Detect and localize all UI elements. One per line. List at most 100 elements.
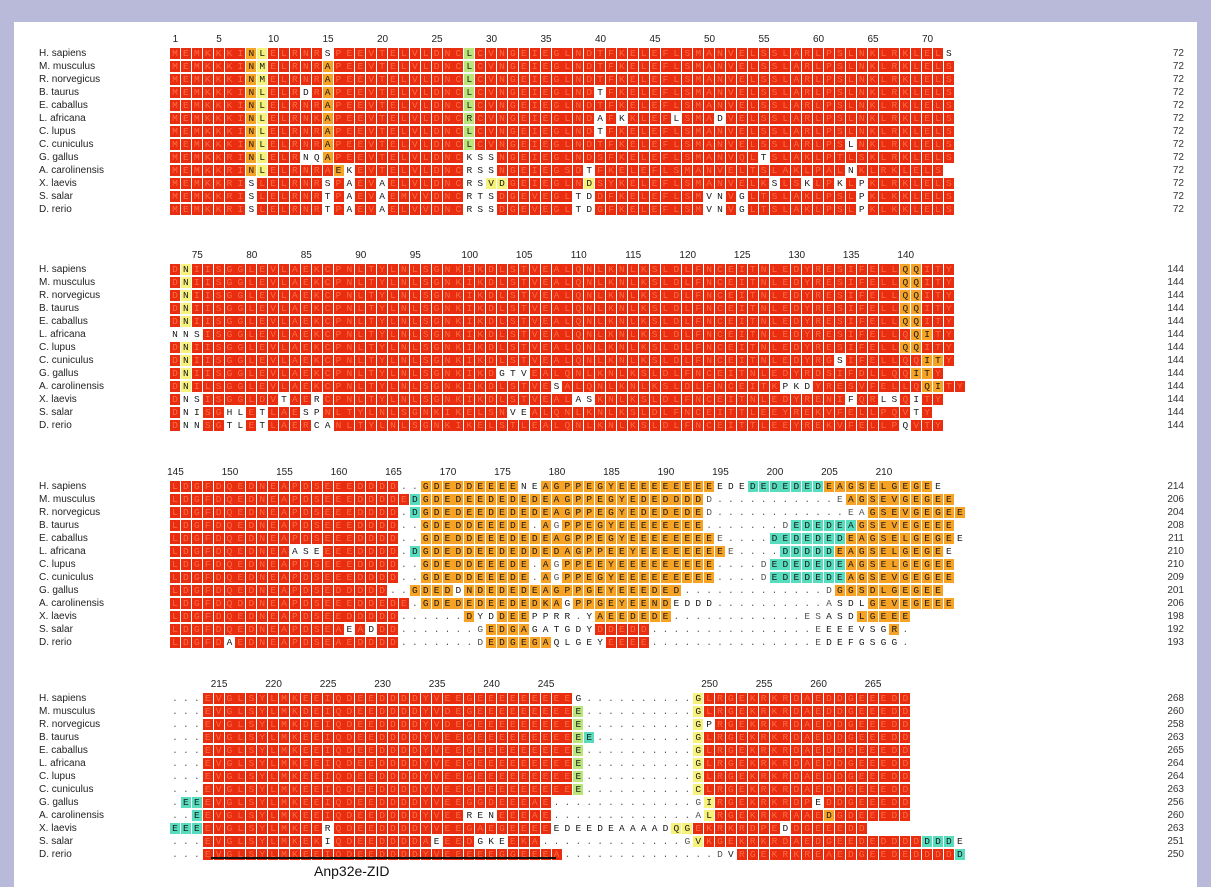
- residue-cell: L: [911, 87, 922, 98]
- gap-cell: .: [170, 745, 180, 756]
- alignment-row: S. salar... E V G L S Y L M K E K I Q D E E D D D D A E E E D G K E E…: [14, 836, 1197, 847]
- residue-cell: Q: [224, 507, 235, 518]
- residue-cell: M: [191, 61, 202, 72]
- residue-cell: P: [573, 585, 584, 596]
- residue-cell: S: [311, 507, 322, 518]
- residue-cell: A: [279, 611, 289, 622]
- residue-cell: N: [616, 316, 627, 327]
- residue-cell: A: [279, 407, 289, 418]
- residue-cell: D: [180, 598, 191, 609]
- residue-cell: Q: [333, 810, 344, 821]
- residue-cell: S: [420, 355, 431, 366]
- residue-cell: D: [464, 481, 475, 492]
- residue-cell: F: [202, 585, 213, 596]
- gap-cell: .: [551, 810, 562, 821]
- residue-cell: S: [213, 290, 224, 301]
- residue-cell: E: [867, 745, 878, 756]
- residue-cell: I: [529, 87, 540, 98]
- residue-cell: E: [715, 533, 725, 544]
- residue-cell: K: [224, 61, 235, 72]
- residue-cell: E: [529, 771, 540, 782]
- gap-cell: .: [725, 507, 736, 518]
- residue-cell: N: [497, 48, 507, 59]
- residue-cell: T: [366, 316, 377, 327]
- residue-cell: T: [518, 381, 529, 392]
- residue-cell: E: [518, 706, 529, 717]
- residue-cell: S: [682, 100, 693, 111]
- residue-cell: D: [497, 546, 507, 557]
- gap-cell: .: [606, 797, 616, 808]
- gap-cell: .: [398, 637, 409, 648]
- residue-cell: L: [257, 152, 268, 163]
- residue-cell: E: [813, 394, 824, 405]
- residue-cell: E: [649, 559, 660, 570]
- residue-cell: A: [824, 611, 834, 622]
- residue-cell: G: [420, 494, 431, 505]
- residue-cell: Y: [377, 316, 388, 327]
- residue-cell: P: [573, 598, 584, 609]
- residue-cell: D: [300, 611, 311, 622]
- residue-cell: K: [202, 152, 213, 163]
- residue-cell: N: [497, 165, 507, 176]
- residue-cell: Q: [224, 533, 235, 544]
- sequence-length: 263: [1167, 732, 1184, 743]
- residue-cell: L: [682, 303, 693, 314]
- residue-cell: E: [355, 836, 366, 847]
- residue-cell: E: [300, 342, 311, 353]
- species-label: A. carolinensis: [39, 165, 105, 176]
- residue-cell: K: [224, 113, 235, 124]
- residue-cell: E: [540, 329, 551, 340]
- residue-cell: D: [300, 87, 311, 98]
- gap-cell: .: [758, 624, 769, 635]
- residue-cell: M: [191, 165, 202, 176]
- residue-cell: K: [311, 316, 322, 327]
- residue-cell: D: [791, 546, 802, 557]
- residue-cell: P: [562, 585, 573, 596]
- residue-cell: F: [660, 178, 671, 189]
- residue-cell: K: [769, 771, 780, 782]
- gap-cell: .: [573, 611, 584, 622]
- residue-cell: S: [420, 329, 431, 340]
- residue-cell: E: [704, 481, 715, 492]
- residue-cell: A: [704, 152, 715, 163]
- residue-cell: L: [279, 355, 289, 366]
- gap-cell: .: [747, 507, 758, 518]
- residue-cell: E: [595, 494, 606, 505]
- residue-cell: E: [507, 585, 518, 596]
- residue-cell: E: [268, 204, 279, 215]
- residue-cell: T: [366, 277, 377, 288]
- gap-cell: .: [725, 637, 736, 648]
- gap-cell: .: [606, 810, 616, 821]
- ruler-tick-label: 145: [167, 467, 184, 478]
- residue-cell: D: [398, 745, 409, 756]
- residue-cell: N: [824, 394, 834, 405]
- residue-cell: E: [333, 481, 344, 492]
- residue-cell: E: [464, 849, 475, 860]
- residue-cell: E: [355, 823, 366, 834]
- residue-cell: Q: [224, 494, 235, 505]
- residue-cell: N: [344, 368, 355, 379]
- residue-cell: E: [431, 836, 442, 847]
- ruler-tick-label: 15: [322, 34, 334, 45]
- residue-cell: L: [420, 178, 431, 189]
- residue-cell: K: [769, 784, 780, 795]
- residue-cell: E: [453, 836, 464, 847]
- residue-cell: D: [377, 758, 388, 769]
- residue-cell: E: [780, 277, 791, 288]
- residue-cell: D: [922, 849, 933, 860]
- residue-cell: E: [616, 559, 627, 570]
- gap-cell: .: [649, 624, 660, 635]
- residue-cell: T: [595, 74, 606, 85]
- residue-cell: Q: [911, 277, 922, 288]
- gap-cell: .: [595, 849, 606, 860]
- residue-cell: N: [573, 74, 584, 85]
- residue-cell: M: [279, 784, 289, 795]
- residue-cell: F: [682, 394, 693, 405]
- residue-cell: E: [355, 784, 366, 795]
- residue-cell: R: [715, 732, 725, 743]
- residue-cell: E: [311, 771, 322, 782]
- residue-cell: S: [878, 507, 889, 518]
- gap-cell: .: [584, 836, 595, 847]
- residue-cell: G: [551, 152, 562, 163]
- sequence-length: 210: [1167, 559, 1184, 570]
